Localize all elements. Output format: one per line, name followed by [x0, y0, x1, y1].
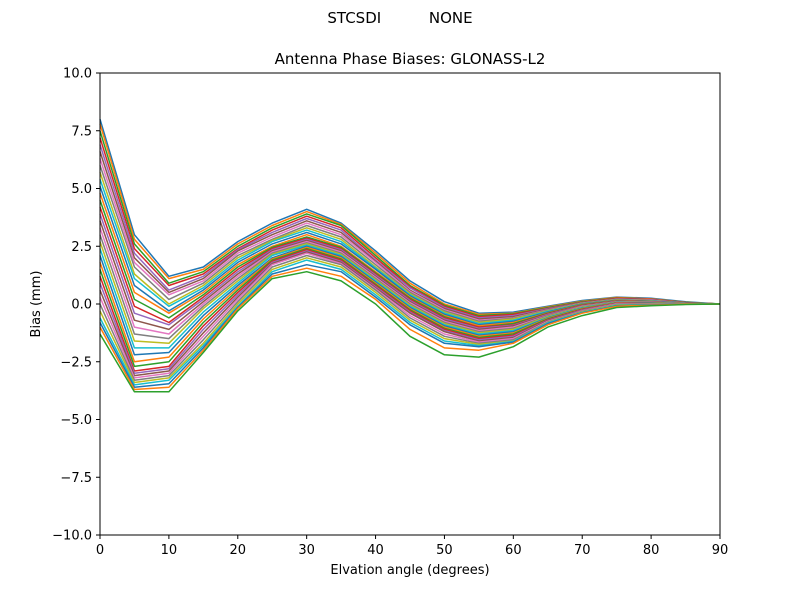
chart-title: Antenna Phase Biases: GLONASS-L2	[275, 50, 546, 68]
x-tick-label: 10	[161, 543, 178, 558]
series-line	[99, 118, 721, 314]
x-tick-label: 70	[574, 543, 591, 558]
x-axis: 0 10 20 30 40 50 60 70 80 90	[96, 535, 728, 558]
y-tick-label: 2.5	[71, 240, 92, 255]
x-tick-label: 80	[643, 543, 660, 558]
y-axis: −10.0 −7.5 −5.0 −2.5 0.0 2.5 5.0 7.5 10.0	[52, 67, 100, 544]
x-tick-label: 50	[436, 543, 453, 558]
y-tick-label: 5.0	[71, 182, 92, 197]
y-tick-label: 10.0	[63, 67, 92, 82]
y-tick-label: −10.0	[52, 529, 92, 544]
x-tick-label: 90	[712, 543, 729, 558]
y-tick-label: −7.5	[60, 471, 92, 486]
x-tick-label: 0	[96, 543, 104, 558]
y-axis-label: Bias (mm)	[29, 271, 44, 338]
series-line	[99, 270, 721, 393]
y-tick-label: −5.0	[60, 413, 92, 428]
series-line	[99, 267, 721, 391]
y-tick-label: 0.0	[71, 298, 92, 313]
x-tick-label: 40	[367, 543, 384, 558]
x-axis-label: Elvation angle (degrees)	[330, 563, 489, 578]
figure-suptitle: STCSDI NONE	[327, 9, 473, 27]
x-tick-label: 20	[230, 543, 247, 558]
x-tick-label: 30	[298, 543, 315, 558]
x-tick-label: 60	[505, 543, 522, 558]
series-lines	[99, 118, 721, 393]
y-tick-label: −2.5	[60, 355, 92, 370]
y-tick-label: 7.5	[71, 124, 92, 139]
